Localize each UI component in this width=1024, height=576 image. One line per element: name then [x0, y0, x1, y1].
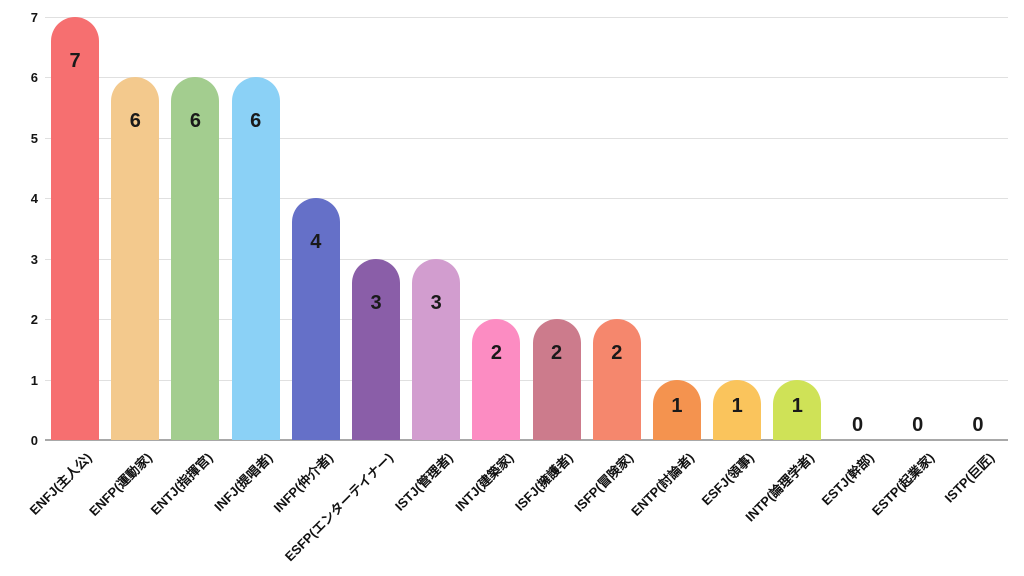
bar-INFP(仲介者): 4 [291, 198, 340, 440]
bar-INTP(論理学者): 1 [773, 379, 822, 440]
bar-value-label: 3 [370, 291, 382, 314]
bar-ISFJ(擁護者): 2 [532, 319, 581, 440]
bar-INFJ(提唱者): 6 [231, 77, 280, 440]
x-category-label-ISTP(巨匠): ISTP(巨匠) [941, 450, 998, 506]
bar-value-label: 2 [611, 342, 623, 365]
gridline-y-1 [45, 379, 1008, 381]
bar-ENTJ(指揮官): 6 [171, 77, 220, 440]
bar-ENTP(討論者): 1 [652, 379, 701, 440]
bar-value-label-zero: 0 [851, 414, 864, 436]
bar-value-label: 4 [310, 231, 322, 254]
bar-INTJ(建築家): 2 [472, 319, 521, 440]
gridline-y-2 [45, 319, 1008, 321]
bar-value-label: 1 [671, 394, 683, 417]
y-tick-label-5: 5 [30, 130, 38, 146]
x-category-label-ISFP(冒険家): ISFP(冒険家) [571, 450, 637, 515]
x-category-label-ISTJ(管理者): ISTJ(管理者) [392, 450, 456, 514]
x-category-label-ENFJ(主人公): ENFJ(主人公) [26, 450, 95, 518]
bar-value-label: 2 [490, 342, 502, 365]
gridline-y-6 [45, 77, 1008, 79]
y-tick-label-7: 7 [30, 10, 38, 25]
x-category-label-INFP(仲介者): INFP(仲介者) [270, 450, 336, 516]
x-category-label-ENFP(運動家): ENFP(運動家) [86, 450, 155, 519]
bar-value-label: 3 [430, 291, 442, 314]
bar-ISTJ(管理者): 3 [412, 258, 461, 440]
bar-ENFP(運動家): 6 [111, 77, 160, 440]
gridline-y-3 [45, 258, 1008, 260]
gridline-y-5 [45, 137, 1008, 139]
x-category-label-INFJ(提唱者): INFJ(提唱者) [211, 450, 276, 515]
x-category-label-ESTJ(幹部): ESTJ(幹部) [819, 450, 878, 509]
y-tick-label-6: 6 [30, 70, 38, 86]
gridline-y-7 [45, 17, 1008, 18]
y-tick-label-4: 4 [30, 191, 38, 207]
bar-value-label-zero: 0 [912, 414, 924, 436]
bar-ESFP(エンターテイナー): 3 [352, 258, 401, 440]
bar-value-label: 2 [551, 342, 563, 365]
bar-value-label: 1 [731, 394, 743, 417]
x-category-label-ISFJ(擁護者): ISFJ(擁護者) [512, 450, 577, 514]
bar-ISFP(冒険家): 2 [592, 319, 641, 440]
bar-value-label: 6 [250, 110, 262, 133]
bar-value-label: 7 [69, 50, 81, 72]
y-tick-label-2: 2 [30, 312, 38, 328]
x-axis-baseline [45, 439, 1008, 441]
x-category-label-ENTJ(指揮官): ENTJ(指揮官) [147, 450, 216, 518]
x-category-label-ESFJ(領事): ESFJ(領事) [698, 450, 757, 509]
y-tick-label-0: 0 [30, 433, 38, 448]
bar-ESFJ(領事): 1 [713, 379, 762, 440]
y-tick-label-3: 3 [30, 251, 38, 267]
bar-value-label: 6 [189, 110, 202, 133]
y-tick-label-1: 1 [30, 372, 38, 388]
x-category-label-ESTP(起業家): ESTP(起業家) [869, 450, 938, 519]
gridline-y-4 [45, 198, 1008, 200]
bar-ENFJ(主人公): 7 [51, 17, 100, 440]
bar-value-label-zero: 0 [972, 414, 984, 436]
bar-value-label: 1 [791, 394, 803, 417]
x-category-label-ESFP(エンターテイナー): ESFP(エンターテイナー) [281, 450, 396, 565]
x-category-label-ENTP(討論者): ENTP(討論者) [627, 450, 697, 519]
x-category-label-INTJ(建築家): INTJ(建築家) [451, 450, 517, 515]
bar-value-label: 6 [129, 110, 141, 133]
